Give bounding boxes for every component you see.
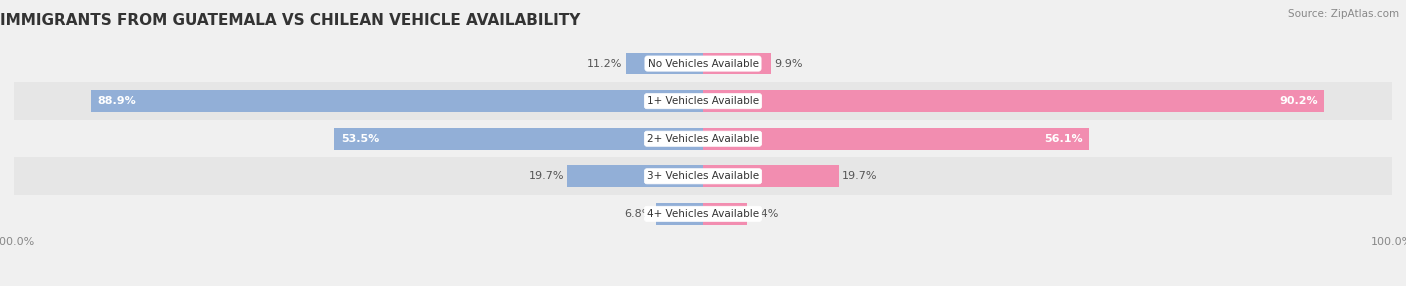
- Bar: [703, 128, 1090, 150]
- Bar: [703, 165, 839, 187]
- Text: 2+ Vehicles Available: 2+ Vehicles Available: [647, 134, 759, 144]
- Bar: [703, 90, 1324, 112]
- Text: 19.7%: 19.7%: [529, 171, 564, 181]
- Text: 53.5%: 53.5%: [342, 134, 380, 144]
- Bar: [567, 165, 703, 187]
- Text: 9.9%: 9.9%: [775, 59, 803, 69]
- Text: 4+ Vehicles Available: 4+ Vehicles Available: [647, 209, 759, 219]
- Bar: [335, 128, 703, 150]
- Text: 88.9%: 88.9%: [97, 96, 136, 106]
- Bar: [14, 195, 1392, 233]
- Text: 1+ Vehicles Available: 1+ Vehicles Available: [647, 96, 759, 106]
- Bar: [90, 90, 703, 112]
- Text: 11.2%: 11.2%: [588, 59, 623, 69]
- Text: IMMIGRANTS FROM GUATEMALA VS CHILEAN VEHICLE AVAILABILITY: IMMIGRANTS FROM GUATEMALA VS CHILEAN VEH…: [0, 13, 581, 27]
- Bar: [14, 82, 1392, 120]
- Text: 6.4%: 6.4%: [751, 209, 779, 219]
- Text: 6.8%: 6.8%: [624, 209, 652, 219]
- Text: No Vehicles Available: No Vehicles Available: [648, 59, 758, 69]
- Bar: [14, 158, 1392, 195]
- Text: 19.7%: 19.7%: [842, 171, 877, 181]
- Bar: [703, 203, 747, 225]
- Bar: [657, 203, 703, 225]
- Bar: [14, 45, 1392, 82]
- Text: Source: ZipAtlas.com: Source: ZipAtlas.com: [1288, 9, 1399, 19]
- Text: 90.2%: 90.2%: [1279, 96, 1317, 106]
- Text: 56.1%: 56.1%: [1045, 134, 1083, 144]
- Text: 3+ Vehicles Available: 3+ Vehicles Available: [647, 171, 759, 181]
- Bar: [14, 120, 1392, 158]
- Bar: [626, 53, 703, 74]
- Bar: [703, 53, 772, 74]
